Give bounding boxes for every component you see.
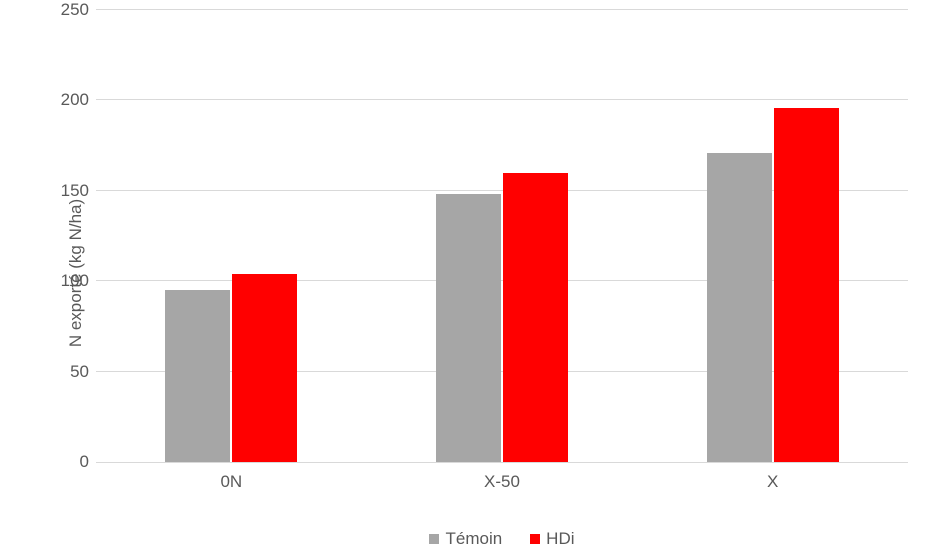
legend-item-temoin: Témoin <box>429 529 502 549</box>
bar-hdi <box>503 173 568 462</box>
y-tick-label: 200 <box>29 90 89 110</box>
y-tick-label: 100 <box>29 271 89 291</box>
x-tick-label: X <box>767 462 778 492</box>
plot-area: 0N X-50 X <box>96 10 908 463</box>
y-tick-label: 50 <box>29 362 89 382</box>
legend-label: HDi <box>546 529 574 549</box>
x-tick-label: 0N <box>220 462 242 492</box>
legend-label: Témoin <box>445 529 502 549</box>
legend-item-hdi: HDi <box>530 529 574 549</box>
bar-group-0n: 0N <box>96 10 367 462</box>
bar-temoin <box>707 153 772 462</box>
bar-chart: N exporté (kg N/ha) 0 50 100 150 200 250… <box>0 0 927 557</box>
bar-temoin <box>436 194 501 462</box>
bar-hdi <box>232 274 297 462</box>
bar-group-x: X <box>637 10 908 462</box>
y-tick-label: 0 <box>29 452 89 472</box>
legend-swatch <box>530 534 540 544</box>
x-tick-label: X-50 <box>484 462 520 492</box>
bar-groups: 0N X-50 X <box>96 10 908 462</box>
y-tick-label: 150 <box>29 181 89 201</box>
legend: Témoin HDi <box>96 529 908 549</box>
bar-hdi <box>774 108 839 462</box>
y-tick-label: 250 <box>29 0 89 20</box>
bar-temoin <box>165 290 230 462</box>
legend-swatch <box>429 534 439 544</box>
bar-group-x-50: X-50 <box>367 10 638 462</box>
